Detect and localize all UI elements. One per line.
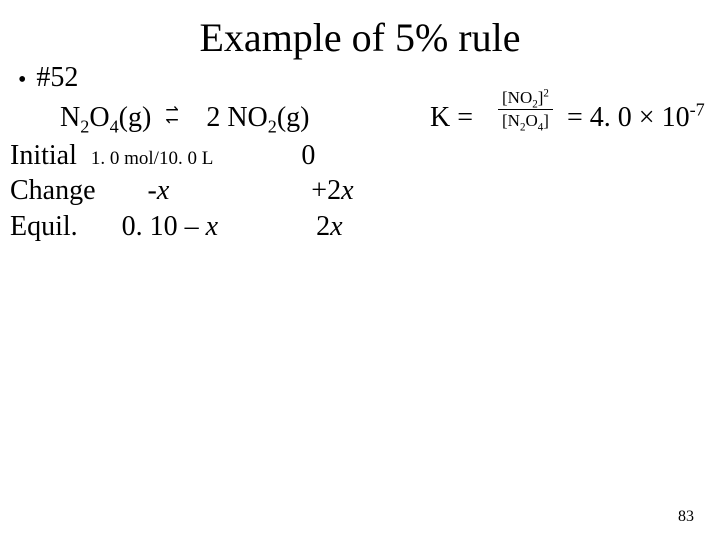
- num-sup: 2: [543, 87, 549, 99]
- reactant-o: O: [89, 102, 109, 133]
- initial-label: Initial: [10, 140, 77, 171]
- equil-left-pre: 0. 10 –: [122, 211, 206, 242]
- den-close: ]: [543, 111, 549, 130]
- k-fraction: [NO2]2 [N2O4]: [498, 88, 553, 132]
- k-denominator: [N2O4]: [498, 111, 553, 131]
- num-open: [NO: [502, 88, 532, 107]
- den-mid: O: [525, 111, 537, 130]
- page-number: 83: [678, 508, 694, 526]
- problem-number: #52: [36, 62, 78, 93]
- reactant-n: N: [60, 102, 80, 133]
- equil-row: Equil. 0. 10 – x 2x: [10, 211, 343, 243]
- reactant-sub1: 2: [80, 117, 89, 137]
- k-numerator: [NO2]2: [498, 88, 553, 108]
- k-val-pre: = 4. 0 × 10: [567, 102, 690, 133]
- slide-title: Example of 5% rule: [0, 14, 720, 61]
- change-left-sign: -: [148, 175, 157, 206]
- reactant-sub2: 4: [110, 117, 119, 137]
- bullet-row: • #52: [18, 62, 78, 94]
- product-sub: 2: [268, 117, 277, 137]
- den-open: [N: [502, 111, 520, 130]
- initial-row: Initial 1. 0 mol/10. 0 L 0: [10, 140, 315, 172]
- k-val-sup: -7: [690, 100, 705, 120]
- change-row: Change -x +2x: [10, 175, 354, 207]
- k-label: K =: [430, 102, 473, 134]
- fraction-bar: [498, 109, 553, 110]
- change-right-x: x: [341, 175, 353, 206]
- slide: Example of 5% rule • #52 N2O4(g) ⇀↽ 2 NO2…: [0, 0, 720, 540]
- initial-right: 0: [301, 140, 315, 171]
- equil-label: Equil.: [10, 211, 78, 242]
- bullet-dot: •: [18, 68, 26, 92]
- product-coef: 2 NO: [206, 102, 267, 133]
- reactant-phase: (g): [119, 102, 152, 133]
- reaction-equation: N2O4(g) ⇀↽ 2 NO2(g): [60, 102, 310, 134]
- equil-right-pre: 2: [316, 211, 330, 242]
- equil-left-x: x: [206, 211, 218, 242]
- k-value: = 4. 0 × 10-7: [567, 102, 705, 134]
- change-left-x: x: [157, 175, 169, 206]
- change-right-pre: +2: [311, 175, 341, 206]
- change-label: Change: [10, 175, 96, 206]
- product-phase: (g): [277, 102, 310, 133]
- initial-left: 1. 0 mol/10. 0 L: [91, 148, 213, 169]
- equil-right-x: x: [330, 211, 342, 242]
